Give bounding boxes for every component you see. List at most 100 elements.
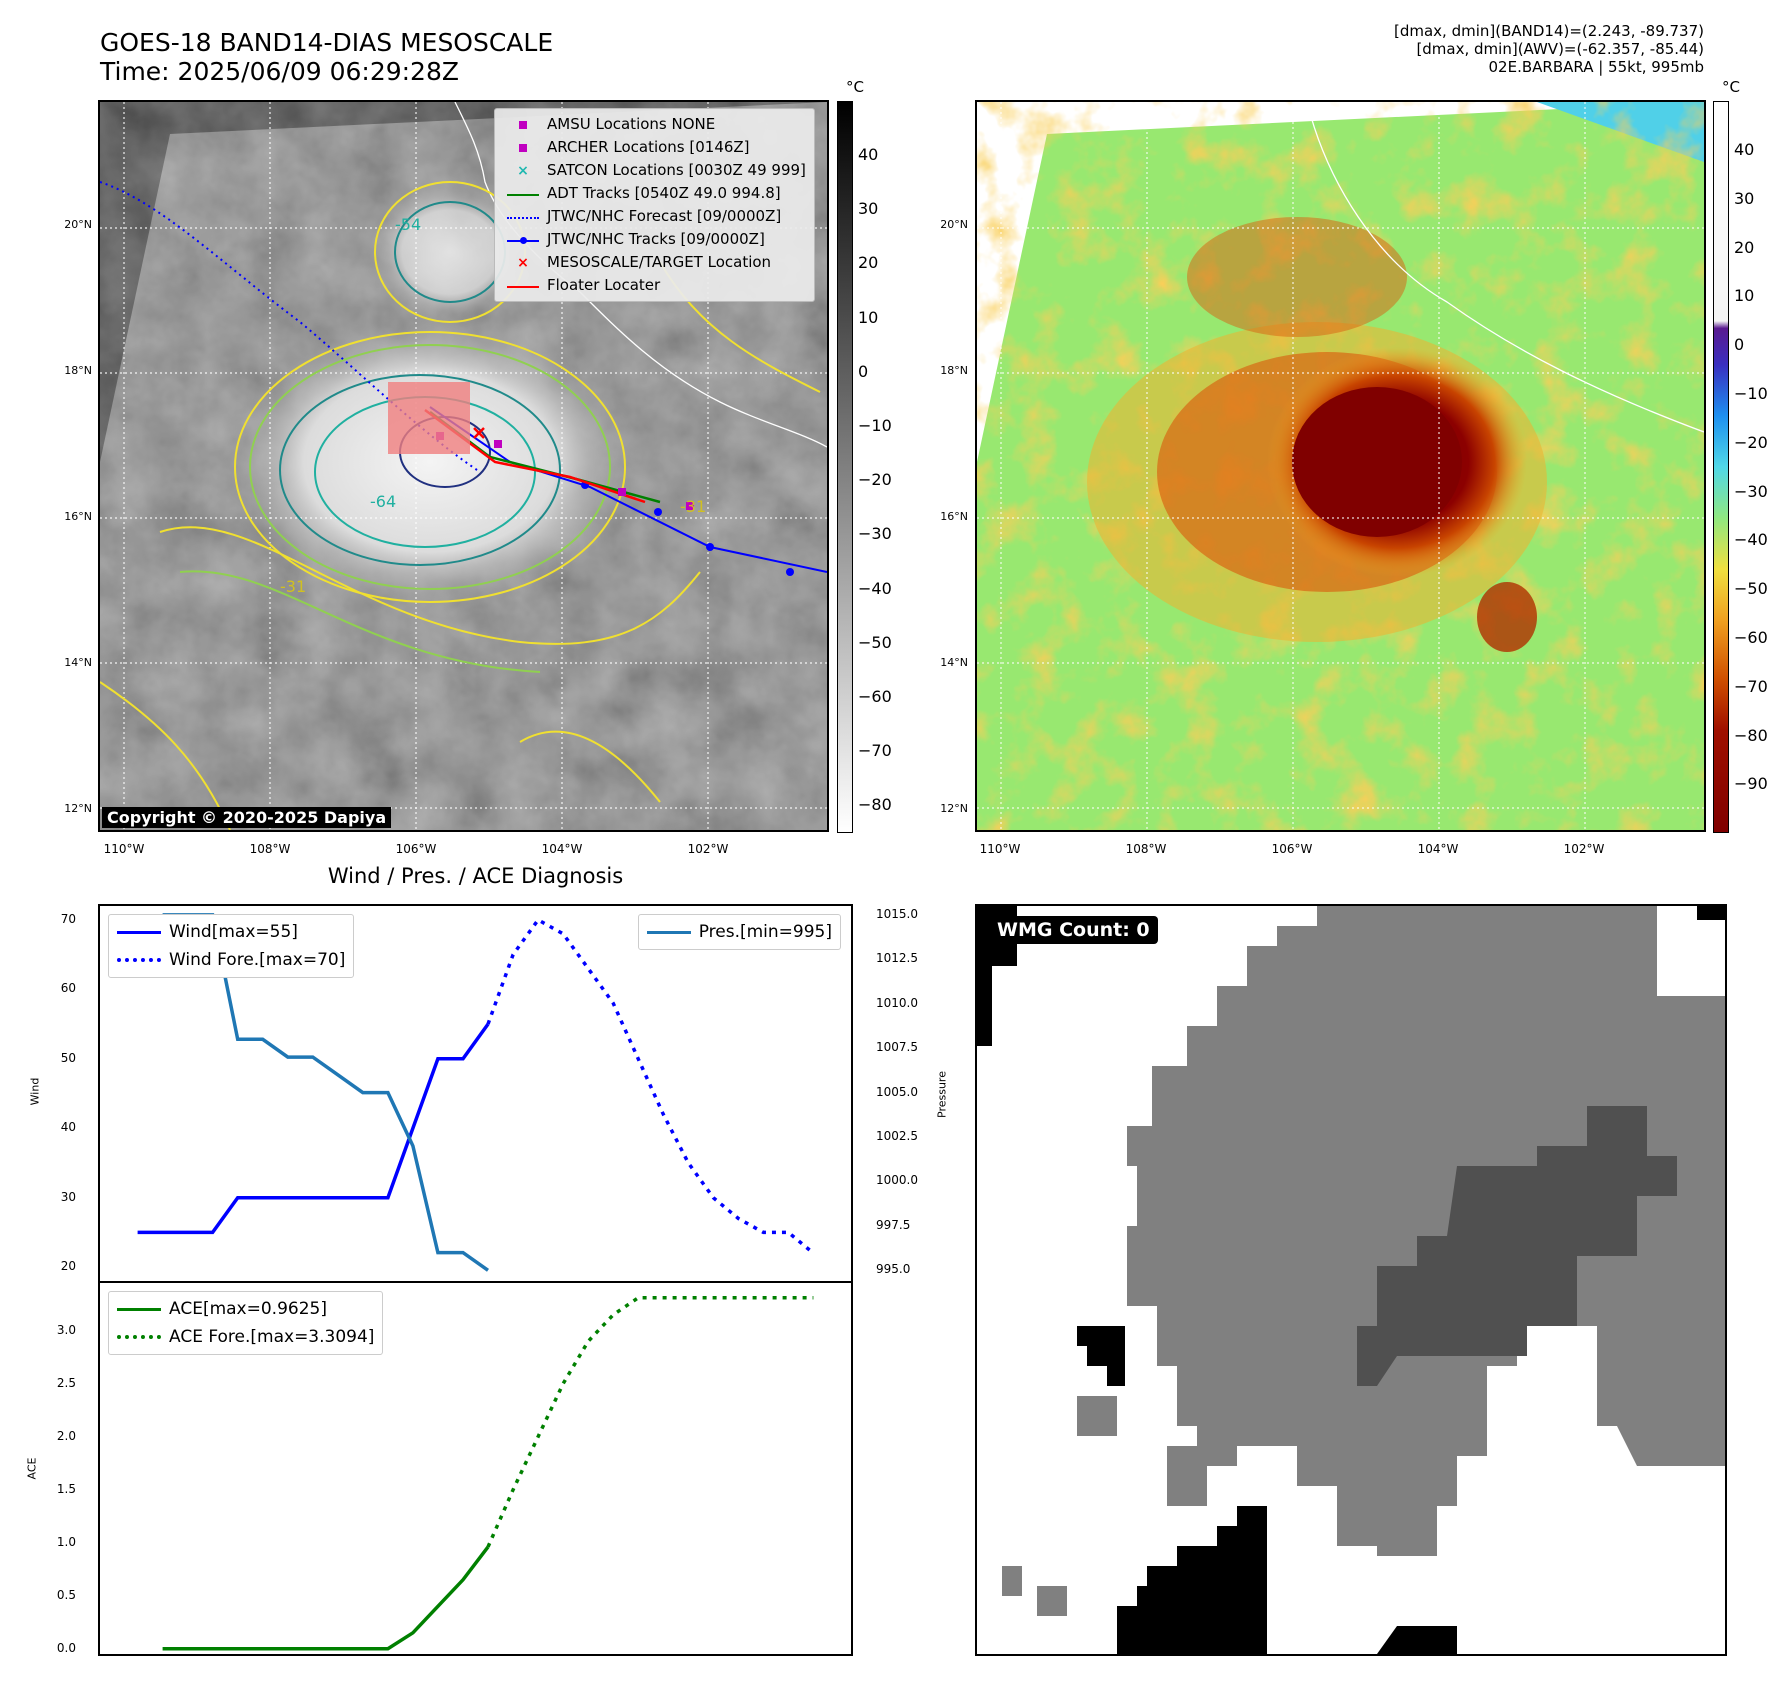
ace-y-tick: 1.0 bbox=[56, 1534, 76, 1549]
legend-floater: Floater Locater bbox=[503, 274, 806, 297]
color-colorbar-unit: °C bbox=[1722, 78, 1740, 96]
lat-label-20n: 20°N bbox=[64, 218, 92, 231]
wind-legend: Wind[max=55] Wind Fore.[max=70] bbox=[108, 914, 355, 978]
stats-storm: 02E.BARBARA | 55kt, 995mb bbox=[1488, 58, 1704, 76]
gray-colorbar-tick: 0 bbox=[858, 361, 869, 381]
series-line-ace-fore-max-3-3094- bbox=[486, 1296, 814, 1548]
legend-amsu: AMSU Locations NONE bbox=[503, 113, 806, 136]
legend-mesoscale-target: × MESOSCALE/TARGET Location bbox=[517, 253, 772, 271]
diagnosis-title: Wind / Pres. / ACE Diagnosis bbox=[327, 864, 624, 888]
contour-label-31b: -31 bbox=[680, 497, 706, 516]
copyright-label: Copyright © 2020-2025 Dapiya bbox=[102, 807, 392, 828]
wind-y-tick: 50 bbox=[60, 1050, 76, 1065]
ace-svg bbox=[162, 1296, 814, 1651]
pressure-y-tick: 1015.0 bbox=[876, 906, 918, 921]
pressure-y-tick: 1010.0 bbox=[876, 995, 918, 1010]
ace-y-tick: 0.0 bbox=[56, 1640, 76, 1655]
gray-colorbar-tick: −50 bbox=[858, 632, 892, 652]
pressure-legend: Pres.[min=995] bbox=[637, 914, 841, 950]
ace-y-tick: 3.0 bbox=[56, 1322, 76, 1337]
legend-wind: Wind[max=55] bbox=[117, 918, 345, 946]
map-legend: AMSU Locations NONE ARCHER Locations [01… bbox=[494, 108, 815, 302]
color-colorbar-tick: −10 bbox=[1734, 384, 1768, 403]
color-colorbar-tick: −60 bbox=[1734, 628, 1768, 647]
legend-jtwc-forecast: JTWC/NHC Forecast [09/0000Z] bbox=[503, 205, 806, 228]
color-colorbar-tick: −80 bbox=[1734, 725, 1768, 745]
series-line-wind-fore-max-70- bbox=[486, 917, 815, 1255]
wind-y-tick: 60 bbox=[60, 981, 76, 996]
color-colorbar-tick: 0 bbox=[1734, 335, 1745, 355]
contour-label-54: -54 bbox=[395, 215, 421, 234]
ace-axis-title: ACE bbox=[25, 1457, 39, 1480]
legend-pressure: Pres.[min=995] bbox=[646, 918, 832, 946]
awv-lon-label-110w: 110°W bbox=[979, 842, 1021, 856]
gray-colorbar-tick: −40 bbox=[858, 578, 892, 598]
lon-label-102w: 102°W bbox=[687, 842, 729, 856]
ace-y-tick: 0.5 bbox=[56, 1587, 76, 1602]
wind-y-tick: 20 bbox=[60, 1259, 76, 1274]
lat-label-14n: 14°N bbox=[64, 656, 92, 669]
gray-colorbar-tick: −20 bbox=[858, 470, 892, 490]
lon-label-110w: 110°W bbox=[103, 842, 145, 856]
color-colorbar-tick: 20 bbox=[1734, 237, 1755, 257]
color-colorbar-tick: −90 bbox=[1734, 774, 1768, 794]
color-colorbar bbox=[1713, 101, 1729, 833]
legend-jtwc-tracks: JTWC/NHC Tracks [09/0000Z] bbox=[503, 228, 806, 251]
lon-label-108w: 108°W bbox=[249, 842, 291, 856]
legend-wind-fore: Wind Fore.[max=70] bbox=[117, 946, 345, 974]
lat-label-12n: 12°N bbox=[64, 802, 92, 815]
awv-map-image bbox=[977, 102, 1704, 830]
ir-map-panel: -64 -54 -31 -31 AMSU Locations NONE ARCH… bbox=[98, 100, 829, 832]
pressure-y-tick: 1007.5 bbox=[876, 1040, 918, 1055]
gray-colorbar-tick: 10 bbox=[858, 307, 879, 327]
title-line-2: Time: 2025/06/09 06:29:28Z bbox=[100, 57, 459, 86]
awv-lat-label-16n: 16°N bbox=[940, 510, 968, 523]
awv-lat-label-20n: 20°N bbox=[940, 218, 968, 231]
legend-ace-fore: ACE Fore.[max=3.3094] bbox=[117, 1323, 374, 1351]
color-colorbar-tick: 10 bbox=[1734, 286, 1755, 306]
awv-lon-label-108w: 108°W bbox=[1125, 842, 1167, 856]
pressure-y-tick: 995.0 bbox=[876, 1262, 911, 1277]
lat-label-18n: 18°N bbox=[64, 364, 92, 377]
ace-plot: ACE[max=0.9625] ACE Fore.[max=3.3094] bbox=[98, 1281, 853, 1656]
legend-ace: ACE[max=0.9625] bbox=[117, 1295, 374, 1323]
awv-lon-label-102w: 102°W bbox=[1563, 842, 1605, 856]
color-colorbar-tick: 40 bbox=[1734, 140, 1755, 159]
stats-awv: [dmax, dmin](AWV)=(-62.357, -85.44) bbox=[1416, 40, 1704, 58]
ace-y-tick: 1.5 bbox=[56, 1481, 76, 1496]
color-colorbar-tick: −50 bbox=[1734, 579, 1768, 599]
gray-colorbar-tick: −70 bbox=[858, 741, 892, 761]
ace-legend: ACE[max=0.9625] ACE Fore.[max=3.3094] bbox=[108, 1291, 384, 1355]
contour-label-31a: -31 bbox=[280, 577, 306, 596]
gray-colorbar-tick: −10 bbox=[858, 416, 892, 435]
wmg-image bbox=[977, 906, 1725, 1654]
contour-label-64: -64 bbox=[370, 492, 396, 511]
title-line-1: GOES-18 BAND14-DIAS MESOSCALE bbox=[100, 28, 554, 57]
pressure-axis-title: Pressure bbox=[935, 1071, 949, 1118]
lat-label-16n: 16°N bbox=[64, 510, 92, 523]
color-colorbar-tick: −70 bbox=[1734, 676, 1768, 696]
wind-axis-title: Wind bbox=[28, 1077, 42, 1106]
awv-lat-label-18n: 18°N bbox=[940, 364, 968, 377]
wind-y-tick: 70 bbox=[60, 911, 76, 926]
color-colorbar-tick: −30 bbox=[1734, 481, 1768, 501]
pressure-y-tick: 1002.5 bbox=[876, 1129, 918, 1144]
gray-colorbar-tick: 40 bbox=[858, 145, 879, 164]
lon-label-106w: 106°W bbox=[395, 842, 437, 856]
wmg-count-label: WMG Count: 0 bbox=[989, 916, 1158, 944]
gray-colorbar-tick: −80 bbox=[858, 795, 892, 815]
wind-y-tick: 30 bbox=[60, 1189, 76, 1204]
gray-colorbar-tick: −60 bbox=[858, 687, 892, 706]
wind-y-tick: 40 bbox=[60, 1120, 76, 1135]
series-line-ace-max-0-9625- bbox=[162, 1545, 490, 1651]
awv-lat-label-12n: 12°N bbox=[940, 802, 968, 815]
stats-block: [dmax, dmin](BAND14)=(2.243, -89.737) [d… bbox=[1394, 22, 1704, 76]
awv-lon-label-104w: 104°W bbox=[1417, 842, 1459, 856]
gray-colorbar-tick: 20 bbox=[858, 253, 879, 273]
wind-pressure-plot: Wind[max=55] Wind Fore.[max=70] Pres.[mi… bbox=[98, 904, 853, 1283]
gray-colorbar-tick: 30 bbox=[858, 199, 879, 219]
gray-colorbar-unit: °C bbox=[846, 78, 864, 96]
color-colorbar-tick: 30 bbox=[1734, 188, 1755, 208]
gray-colorbar bbox=[837, 101, 853, 833]
pressure-y-tick: 1000.0 bbox=[876, 1173, 918, 1188]
